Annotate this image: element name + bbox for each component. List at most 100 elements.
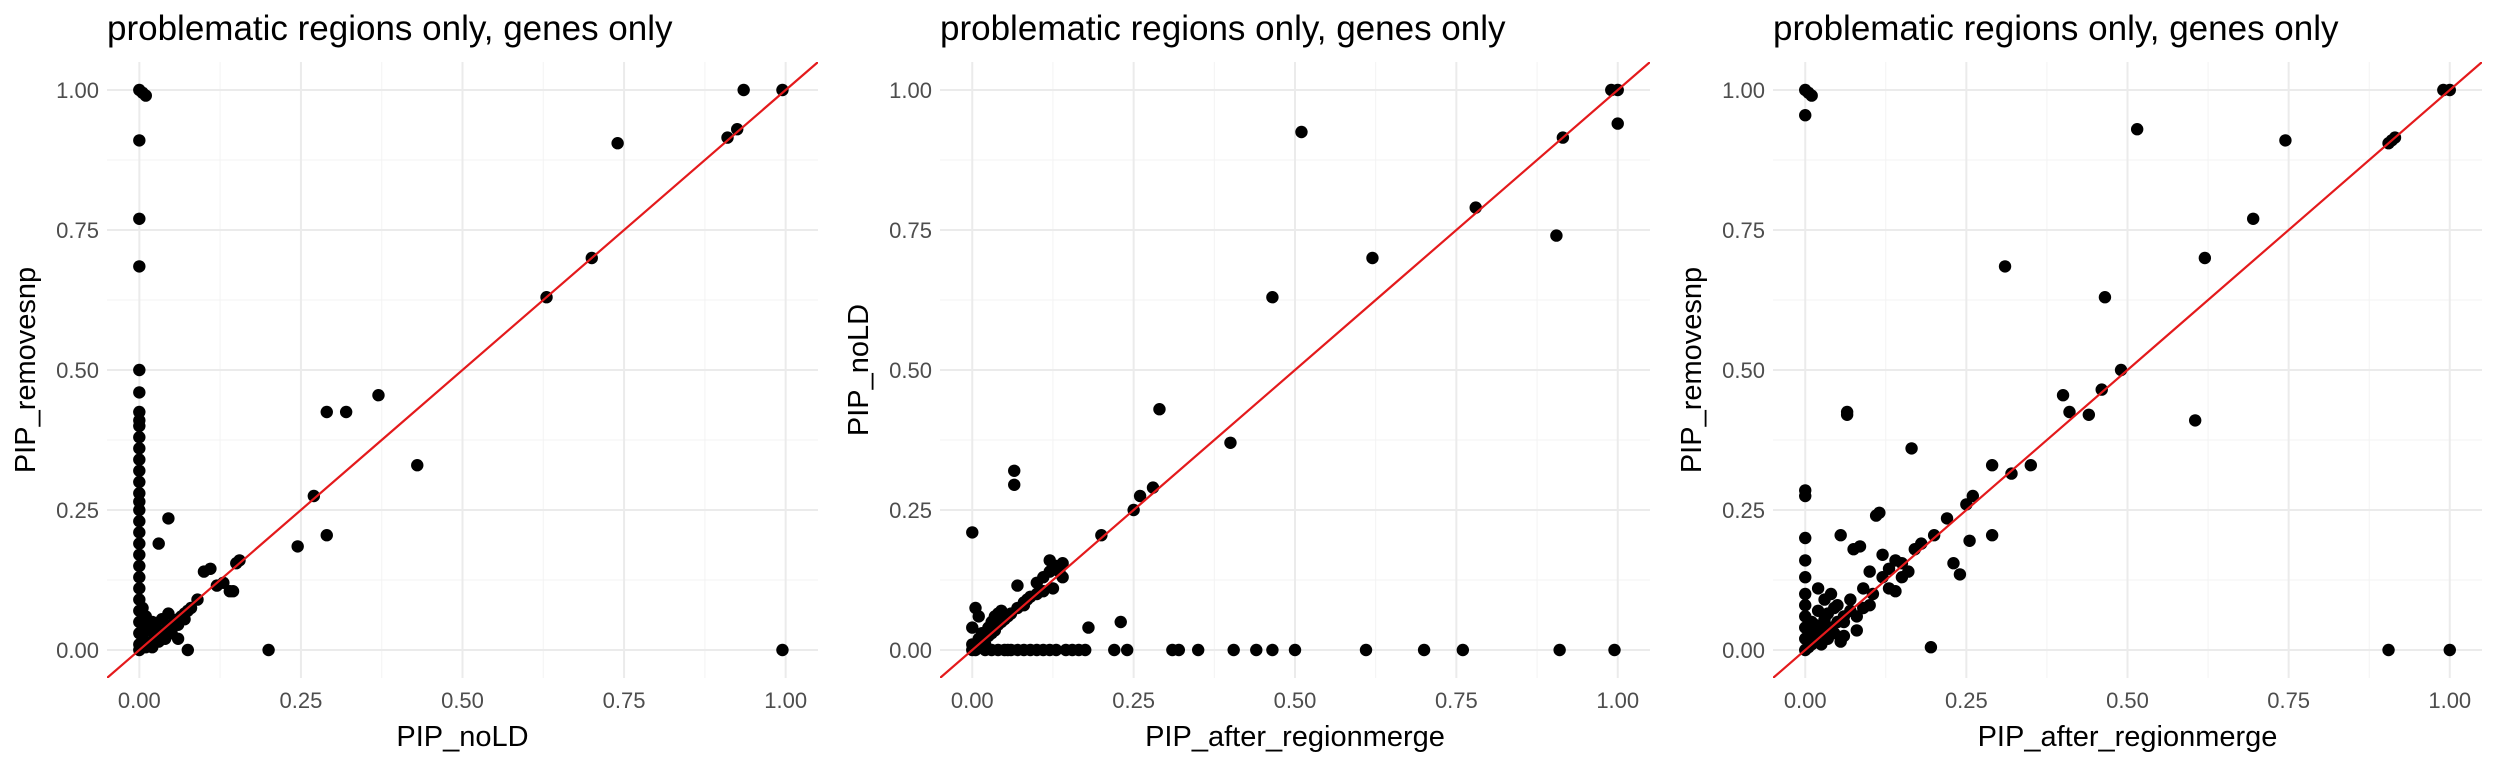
data-point <box>1417 643 1431 657</box>
data-point <box>776 643 789 657</box>
reference-line <box>940 62 1650 678</box>
data-point <box>1857 582 1870 595</box>
x-axis-title: PIP_after_regionmerge <box>1145 721 1445 753</box>
chart-title: problematic regions only, genes only <box>1773 9 2339 48</box>
data-point <box>162 512 175 525</box>
y-axis-title: PIP_removesnp <box>10 267 42 473</box>
data-point <box>133 526 146 539</box>
y-tick-label: 0.75 <box>56 218 99 243</box>
data-point <box>372 389 385 402</box>
data-point <box>1828 627 1841 640</box>
data-point <box>966 526 979 539</box>
data-point <box>320 405 333 419</box>
x-axis-title: PIP_after_regionmerge <box>1978 721 2278 753</box>
data-point <box>1030 576 1044 589</box>
data-point <box>320 529 333 542</box>
data-point <box>1095 529 1108 542</box>
data-point <box>1079 643 1092 657</box>
data-point <box>1844 593 1857 606</box>
data-point <box>1811 624 1825 637</box>
data-point <box>178 613 191 626</box>
x-tick-label: 0.50 <box>441 688 484 713</box>
data-point <box>1863 565 1876 578</box>
y-tick-label: 0.50 <box>889 358 932 383</box>
data-point <box>1082 621 1095 634</box>
data-point <box>1889 554 1902 567</box>
data-point <box>1553 643 1566 657</box>
data-point <box>1456 643 1470 657</box>
data-point <box>1056 557 1069 570</box>
data-point <box>1266 291 1279 304</box>
data-point <box>2005 467 2018 480</box>
data-point <box>1831 599 1844 612</box>
data-point <box>291 540 304 553</box>
data-point <box>1366 251 1379 265</box>
data-point <box>1850 624 1863 637</box>
y-tick-label: 0.75 <box>889 218 932 243</box>
data-point <box>184 601 198 615</box>
data-point <box>1011 579 1024 592</box>
data-point <box>2188 414 2202 427</box>
data-point <box>133 453 146 466</box>
data-point <box>2095 383 2108 396</box>
y-tick-label: 0.50 <box>1722 358 1765 383</box>
data-point <box>1863 599 1876 612</box>
data-point <box>133 386 146 399</box>
data-point <box>966 621 979 634</box>
data-point <box>133 571 146 584</box>
data-point <box>133 548 146 561</box>
y-tick-label: 0.00 <box>1722 638 1765 663</box>
y-axis-title: PIP_removesnp <box>1676 267 1708 473</box>
chart-title: problematic regions only, genes only <box>940 9 1506 48</box>
x-tick-label: 0.75 <box>603 688 646 713</box>
data-point <box>1882 582 1896 595</box>
data-point <box>133 260 146 273</box>
data-point <box>307 489 321 503</box>
data-point <box>1799 554 1812 567</box>
data-point <box>339 405 353 419</box>
data-point <box>1799 571 1812 584</box>
data-point <box>737 83 750 97</box>
y-tick-label: 0.00 <box>56 638 99 663</box>
data-point <box>1850 610 1863 623</box>
x-tick-label: 0.50 <box>2106 688 2149 713</box>
data-point <box>133 212 146 225</box>
data-point <box>152 537 165 550</box>
data-point <box>1611 117 1624 130</box>
data-point <box>133 582 146 595</box>
data-point <box>1114 615 1127 629</box>
data-point <box>133 419 146 433</box>
data-point <box>1985 459 1999 472</box>
data-point <box>2443 643 2456 657</box>
y-axis-title: PIP_noLD <box>843 304 875 436</box>
data-point <box>1250 643 1263 657</box>
data-point <box>776 83 789 97</box>
data-point <box>991 643 1005 657</box>
x-axis-title: PIP_noLD <box>396 721 528 753</box>
y-tick-label: 1.00 <box>1722 78 1765 103</box>
data-point <box>1799 109 1812 122</box>
scatter-points <box>133 83 789 657</box>
data-point <box>139 89 152 102</box>
data-point <box>1608 643 1621 657</box>
data-point <box>133 134 146 147</box>
data-point <box>1927 529 1941 542</box>
data-point <box>2056 389 2070 402</box>
data-point <box>2382 643 2395 657</box>
data-point <box>1805 89 1818 102</box>
data-point <box>1043 565 1056 578</box>
data-point <box>1359 643 1373 657</box>
data-point <box>1108 643 1121 657</box>
y-tick-label: 0.25 <box>1722 498 1765 523</box>
data-point <box>1046 582 1060 595</box>
data-point <box>1998 260 2012 273</box>
x-tick-label: 0.25 <box>1945 688 1988 713</box>
chart-panel-3: 0.00 0.25 0.50 0.75 1.00 0.00 0.25 0.50 0.75 1.00… <box>1676 9 2482 753</box>
data-point <box>1224 436 1237 449</box>
data-point <box>1799 531 1812 545</box>
x-tick-label: 0.00 <box>118 688 161 713</box>
data-point <box>133 464 146 477</box>
reference-line <box>107 62 818 678</box>
data-point <box>262 643 275 657</box>
reference-line <box>1773 62 2482 678</box>
